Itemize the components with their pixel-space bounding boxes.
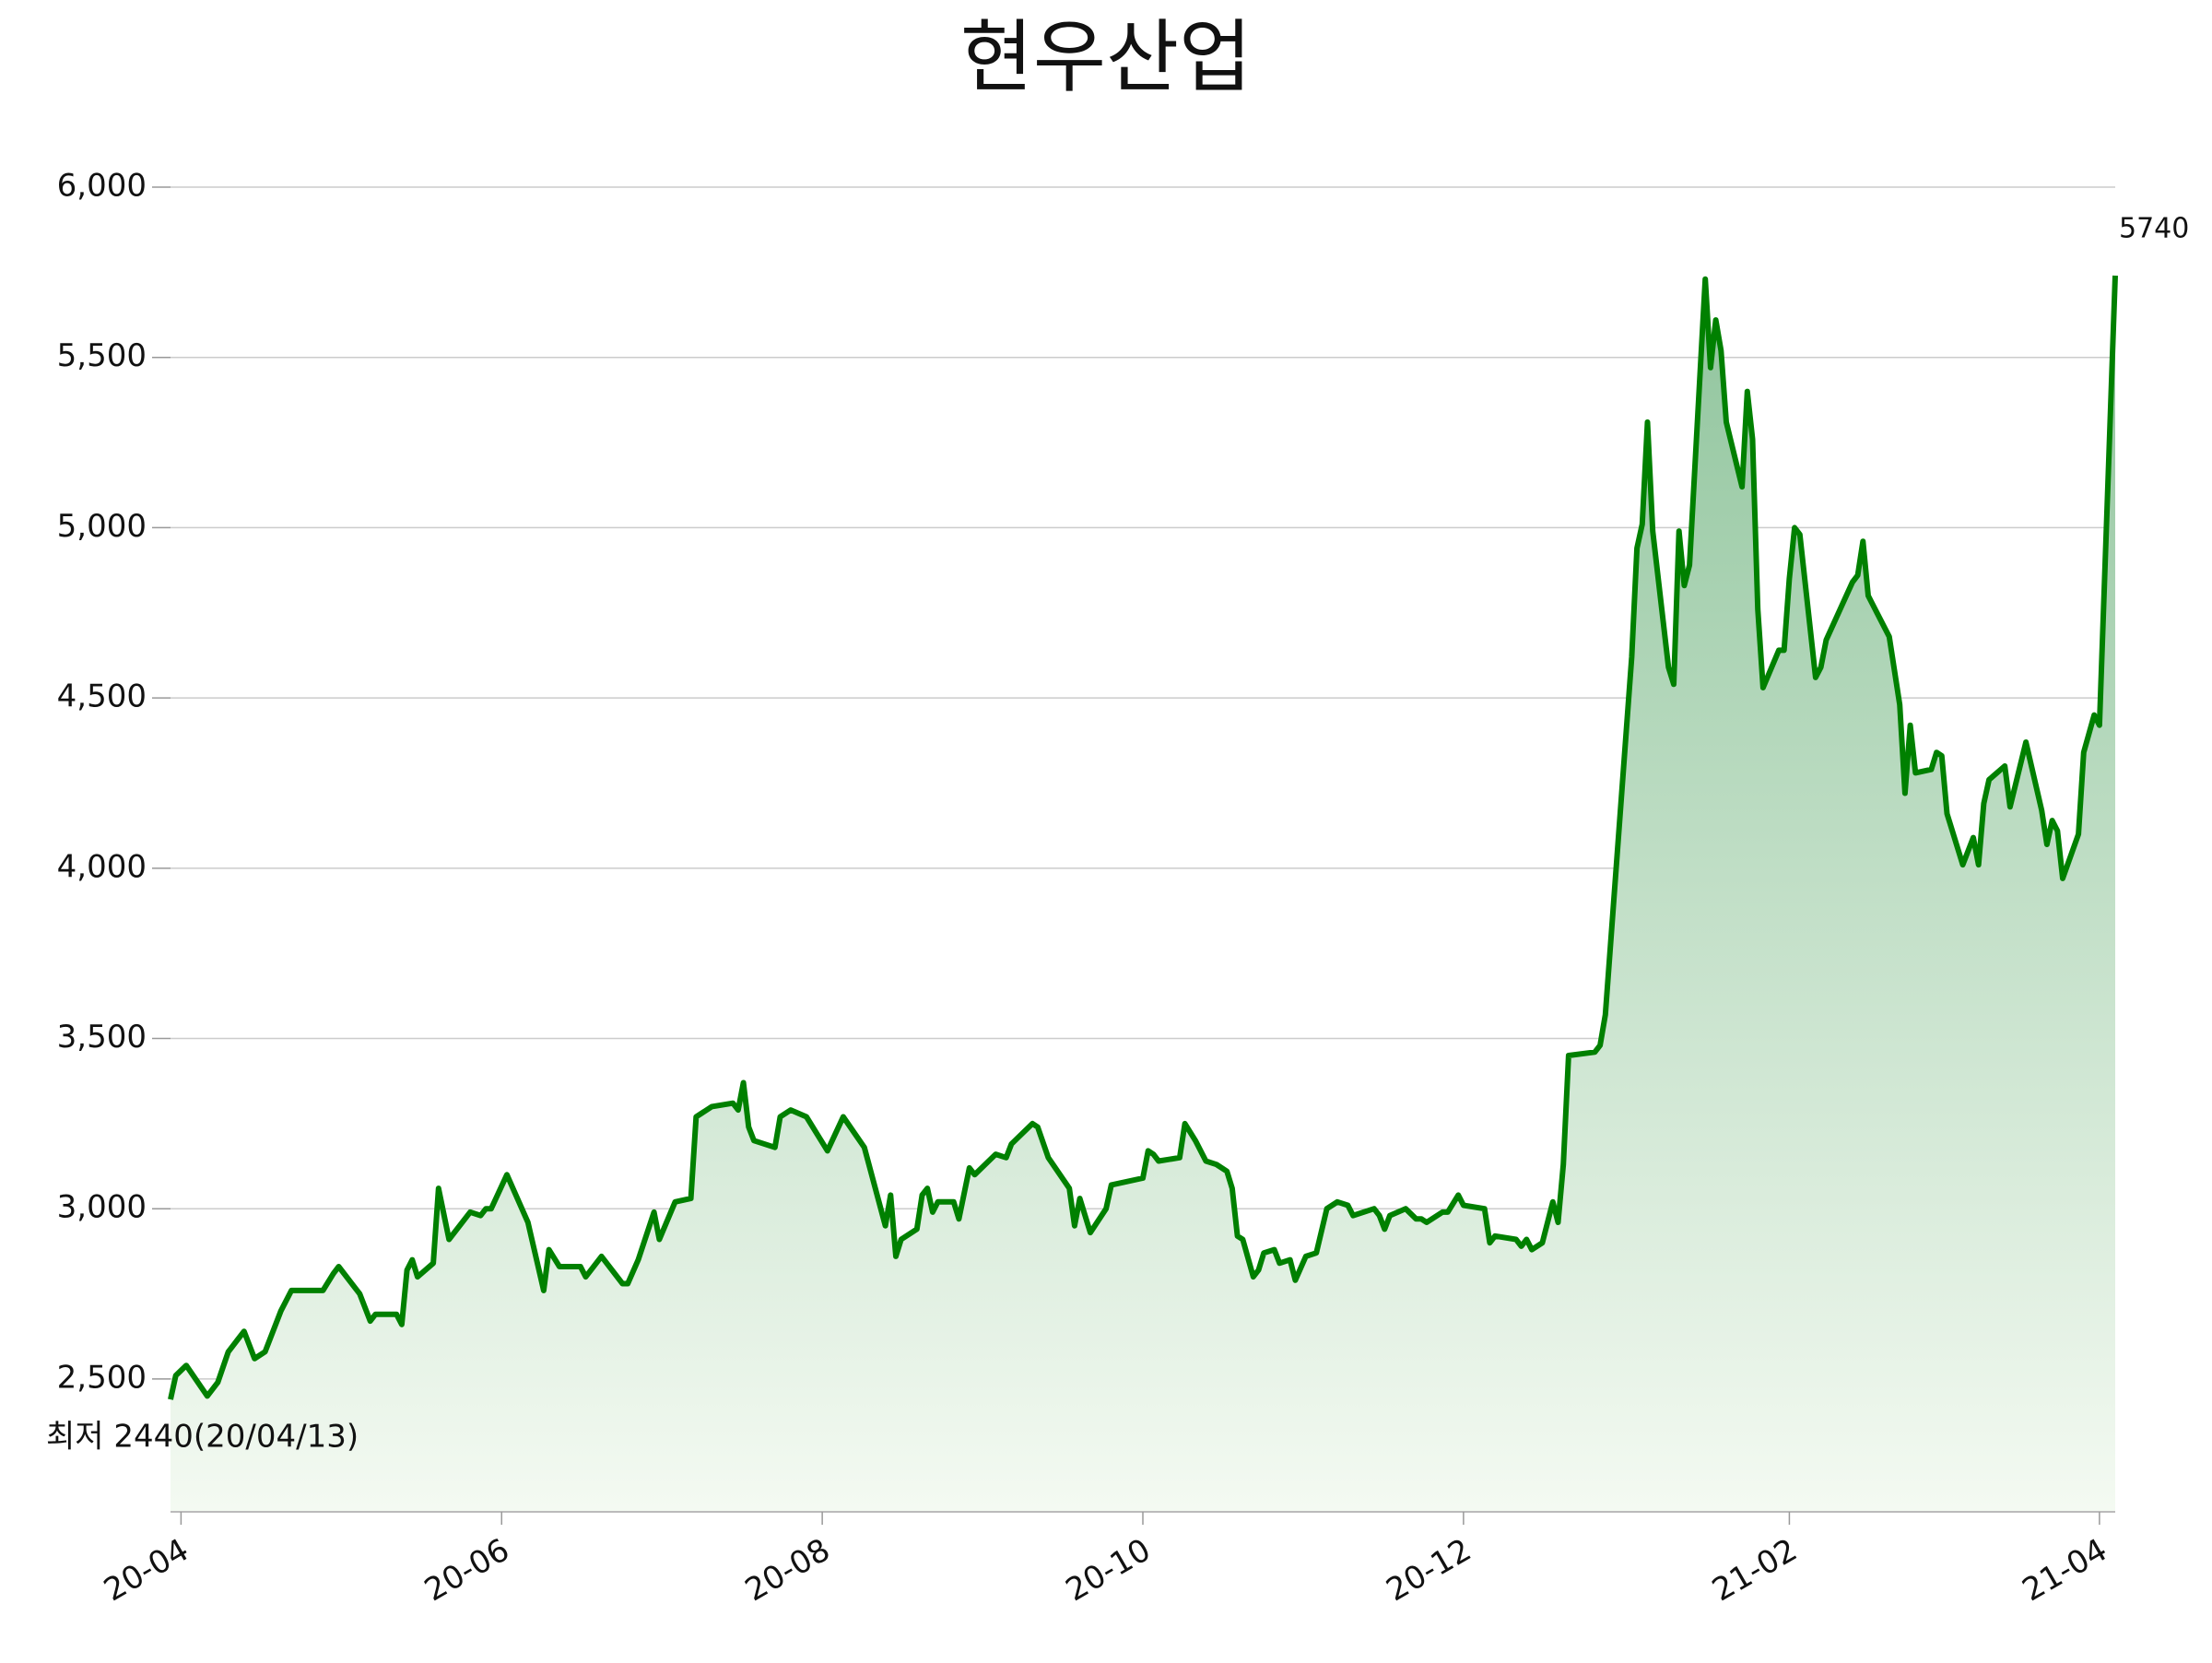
x-tick-label: 20-08 [739,1531,837,1609]
x-tick-label: 21-02 [1706,1531,1804,1609]
chart-title: 현우산업 [960,11,1252,103]
y-tick-label: 5,500 [57,337,147,374]
y-tick-label: 4,500 [57,678,147,715]
y-tick-label: 3,000 [57,1189,147,1226]
y-tick-label: 5,000 [57,508,147,545]
y-tick-label: 2,500 [57,1359,147,1396]
x-tick-label: 20-10 [1060,1531,1158,1609]
x-tick-label: 20-06 [418,1531,516,1609]
x-tick-label: 20-04 [98,1531,195,1609]
area [171,276,2115,1512]
low-annotation: 최저 2440(20/04/13) [46,1419,359,1456]
x-tick-label: 20-12 [1381,1531,1478,1609]
x-tick-label: 21-04 [2017,1531,2114,1609]
price-line [168,275,2118,1400]
last-value-label: 5740 [2119,213,2189,245]
y-tick-label: 4,000 [57,848,147,885]
y-tick-label: 6,000 [57,168,147,205]
y-tick-label: 3,500 [57,1019,147,1056]
